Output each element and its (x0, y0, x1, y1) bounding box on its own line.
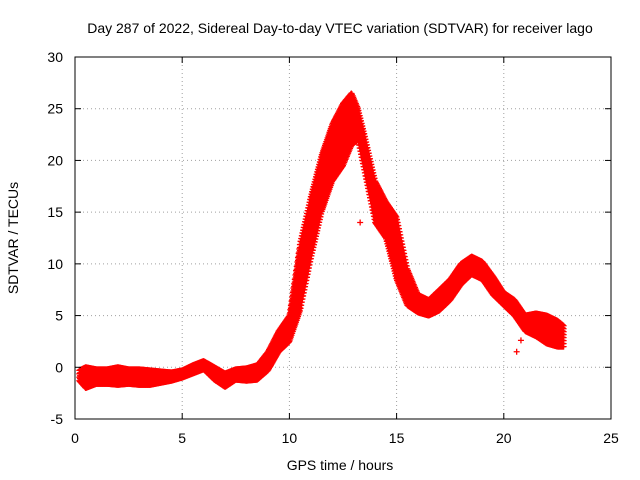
chart-title: Day 287 of 2022, Sidereal Day-to-day VTE… (87, 20, 593, 36)
chart: Day 287 of 2022, Sidereal Day-to-day VTE… (0, 0, 640, 480)
data-points (76, 90, 566, 391)
